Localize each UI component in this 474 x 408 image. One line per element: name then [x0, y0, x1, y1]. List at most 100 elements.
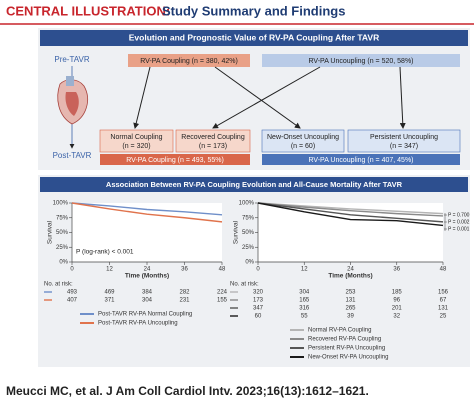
at-risk-count: 165 — [299, 298, 310, 304]
x-tick-label: 12 — [106, 267, 113, 273]
at-risk-count: 282 — [179, 290, 190, 296]
post-group-name: New-Onset Uncoupling — [267, 134, 339, 141]
at-risk-count: 407 — [67, 298, 78, 304]
y-tick-label: 0% — [59, 260, 68, 266]
diagram-title: Evolution and Prognostic Value of RV-PA … — [129, 32, 379, 42]
at-risk-count: 304 — [299, 290, 310, 296]
survival-line — [71, 202, 223, 223]
at-risk-count: 384 — [142, 290, 153, 296]
post-group-n: (n = 320) — [122, 143, 150, 150]
at-risk-count: 32 — [393, 314, 400, 320]
x-tick-label: 12 — [301, 267, 308, 273]
post-label: Post-TAVR — [53, 151, 92, 160]
p-value: P = 0.002 — [448, 219, 470, 225]
at-risk-count: 131 — [438, 306, 449, 312]
y-axis-label: Survival — [47, 220, 54, 244]
plot-area — [258, 203, 443, 262]
at-risk-count: 201 — [392, 306, 403, 312]
y-tick-label: 50% — [56, 230, 69, 236]
y-tick-label: 75% — [242, 215, 255, 221]
at-risk-count: 316 — [299, 306, 310, 312]
heart-icon — [57, 76, 88, 125]
x-axis-label: Time (Months) — [125, 273, 169, 280]
survival-line — [71, 202, 223, 216]
y-tick-label: 25% — [242, 245, 255, 251]
flow-arrow — [212, 66, 321, 129]
at-risk-count: 347 — [253, 306, 264, 312]
at-risk-count: 493 — [67, 290, 78, 296]
post-group-n: (n = 60) — [291, 143, 315, 150]
legend-label: Post-TAVR RV-PA Uncoupling — [98, 321, 178, 327]
diagram-title-bar — [40, 30, 468, 46]
p-value: P = 0.001 — [448, 226, 470, 232]
post-total-label: RV-PA Coupling (n = 493, 55%) — [126, 157, 224, 164]
post-group-name: Recovered Coupling — [181, 134, 245, 141]
y-tick-label: 75% — [56, 215, 69, 221]
post-total-label: RV-PA Uncoupling (n = 407, 45%) — [309, 157, 414, 164]
y-tick-label: 100% — [239, 201, 255, 207]
legend-label: Post-TAVR RV-PA Normal Coupling — [98, 312, 192, 318]
total-bar — [262, 154, 460, 165]
legend-label: Normal RV-PA Coupling — [308, 328, 371, 334]
post-group-name: Persistent Uncoupling — [370, 134, 438, 141]
flow-arrow — [399, 66, 406, 129]
at-risk-count: 67 — [440, 298, 447, 304]
flow-arrow — [214, 66, 301, 129]
at-risk-count: 469 — [104, 290, 115, 296]
legend-label: New-Onset RV-PA Uncoupling — [308, 355, 388, 361]
at-risk-count: 265 — [345, 306, 356, 312]
x-tick-label: 24 — [144, 267, 151, 273]
post-box — [261, 129, 345, 153]
at-risk-count: 371 — [104, 298, 115, 304]
p-value: P (log-rank) < 0.001 — [76, 249, 134, 256]
x-tick-label: 36 — [181, 267, 188, 273]
header-label: CENTRAL ILLUSTRATION: — [6, 3, 170, 18]
x-tick-label: 0 — [256, 267, 260, 273]
survival-line — [257, 202, 444, 217]
pre-group-label: RV-PA Uncoupling (n = 520, 58%) — [309, 58, 414, 65]
y-tick-label: 0% — [245, 260, 254, 266]
at-risk-count: 155 — [217, 298, 228, 304]
post-box — [175, 129, 251, 153]
at-risk-count: 231 — [179, 298, 190, 304]
survival-line — [257, 202, 444, 215]
x-tick-label: 36 — [393, 267, 400, 273]
p-value: P = 0.700 — [448, 212, 470, 218]
survival-line — [257, 202, 444, 223]
at-risk-count: 320 — [253, 290, 264, 296]
post-group-name: Normal Coupling — [110, 134, 162, 141]
x-tick-label: 48 — [440, 267, 447, 273]
at-risk-count: 60 — [255, 314, 262, 320]
chart-panel-title: Association Between RV-PA Coupling Evolu… — [106, 180, 403, 189]
flow-arrow — [133, 66, 151, 129]
post-group-n: (n = 347) — [390, 143, 418, 150]
at-risk-count: 304 — [142, 298, 153, 304]
at-risk-count: 253 — [345, 290, 356, 296]
at-risk-count: 25 — [440, 314, 447, 320]
survival-line — [257, 202, 444, 227]
at-risk-count: 131 — [345, 298, 356, 304]
post-group-n: (n = 173) — [199, 143, 227, 150]
at-risk-count: 96 — [393, 298, 400, 304]
total-bar — [100, 154, 250, 165]
citation: Meucci MC, et al. J Am Coll Cardiol Intv… — [6, 384, 369, 398]
post-box — [347, 129, 461, 153]
y-tick-label: 25% — [56, 245, 69, 251]
at-risk-count: 185 — [392, 290, 403, 296]
at-risk-label: No. at risk: — [44, 282, 73, 288]
pre-group-label: RV-PA Coupling (n = 380, 42%) — [140, 58, 238, 65]
x-axis-label: Time (Months) — [328, 273, 372, 280]
at-risk-count: 55 — [301, 314, 308, 320]
legend-label: Persistent RV-PA Uncoupling — [308, 346, 385, 352]
at-risk-count: 224 — [217, 290, 228, 296]
at-risk-count: 156 — [438, 290, 449, 296]
y-axis-label: Survival — [233, 220, 240, 244]
at-risk-label: No. at risk: — [230, 282, 259, 288]
y-tick-label: 50% — [242, 230, 255, 236]
y-tick-label: 100% — [53, 201, 69, 207]
x-tick-label: 0 — [70, 267, 74, 273]
header-title: Study Summary and Findings — [162, 3, 345, 18]
chart-title-bar — [40, 177, 468, 192]
pre-box — [128, 54, 250, 67]
